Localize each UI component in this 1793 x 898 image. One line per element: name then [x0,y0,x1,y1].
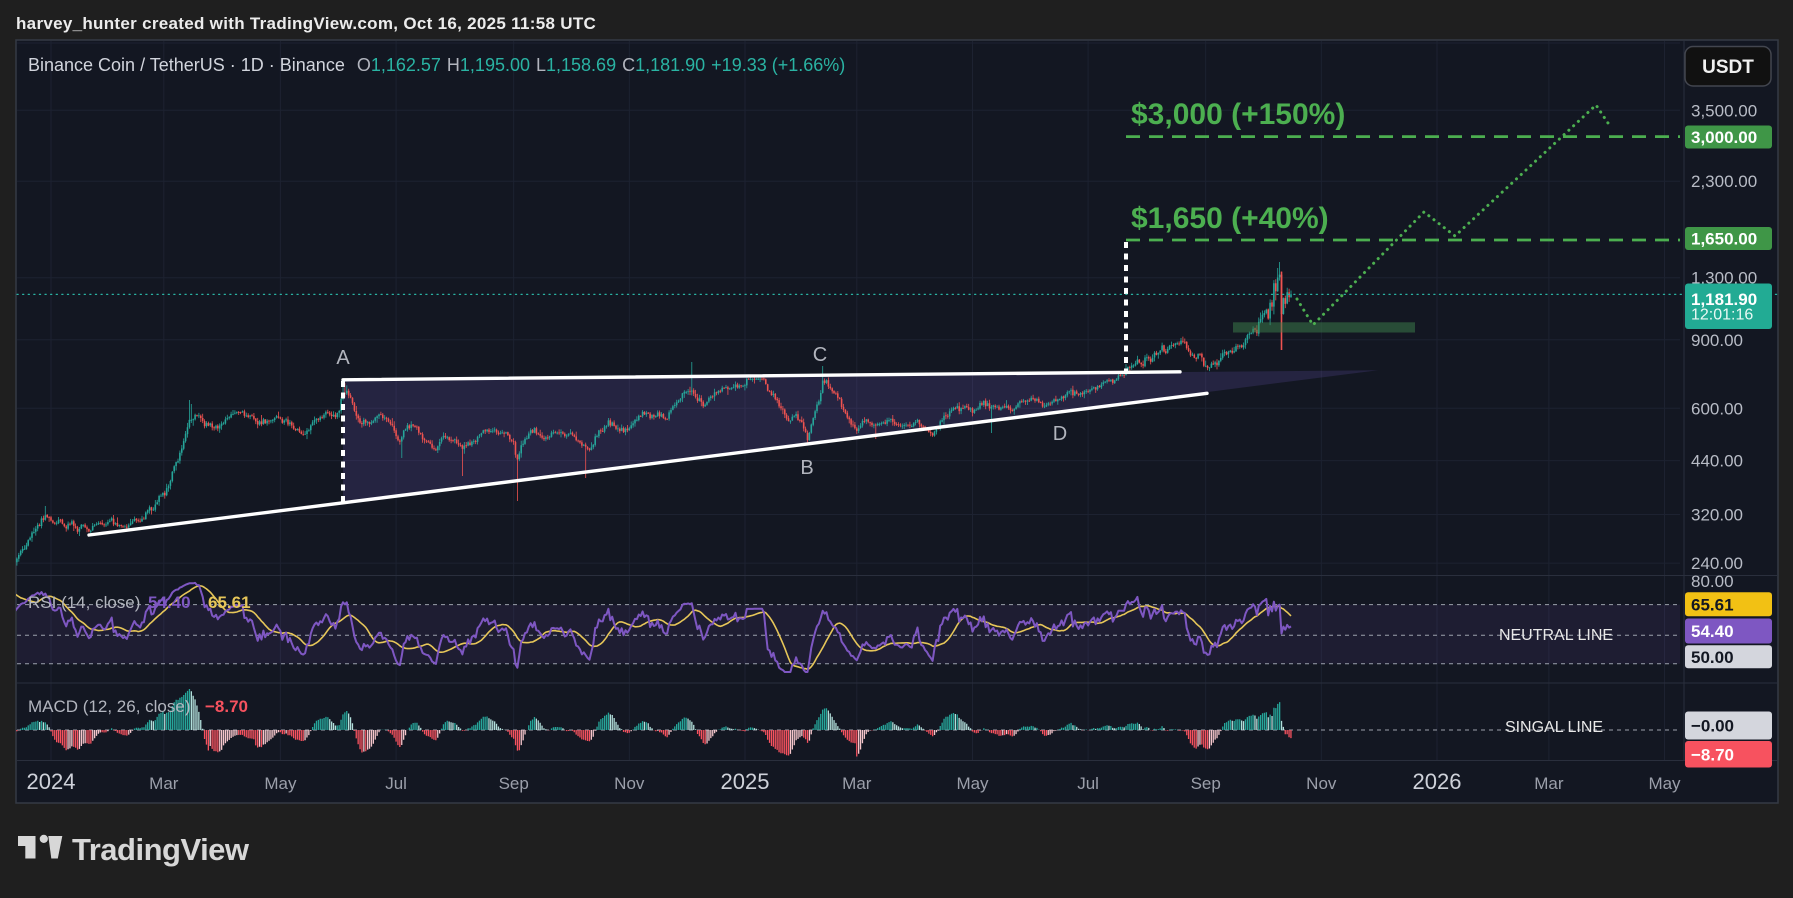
svg-text:MACD (12, 26, close): MACD (12, 26, close) [28,697,191,716]
svg-text:54.40: 54.40 [148,593,191,612]
svg-text:2025: 2025 [721,769,770,794]
svg-text:2026: 2026 [1413,769,1462,794]
svg-text:65.61: 65.61 [1691,595,1734,614]
svg-text:$3,000 (+150%): $3,000 (+150%) [1131,98,1345,131]
svg-text:A: A [336,347,350,369]
svg-text:May: May [1648,774,1681,793]
svg-text:320.00: 320.00 [1691,506,1743,525]
svg-text:80.00: 80.00 [1691,572,1734,591]
svg-text:D: D [1053,423,1067,445]
svg-text:2,300.00: 2,300.00 [1691,172,1757,191]
svg-text:−0.00: −0.00 [1691,717,1734,736]
svg-text:54.40: 54.40 [1691,622,1734,641]
svg-text:Sep: Sep [1191,774,1221,793]
svg-text:−8.70: −8.70 [205,697,248,716]
svg-text:2024: 2024 [27,769,76,794]
svg-text:Jul: Jul [385,774,407,793]
svg-text:900.00: 900.00 [1691,331,1743,350]
svg-text:NEUTRAL LINE: NEUTRAL LINE [1499,627,1613,644]
svg-text:240.00: 240.00 [1691,554,1743,573]
svg-text:3,000.00: 3,000.00 [1691,128,1757,147]
svg-text:B: B [800,457,813,479]
svg-text:USDT: USDT [1702,57,1754,78]
svg-text:RSI (14, close): RSI (14, close) [28,593,140,612]
svg-text:Mar: Mar [842,774,872,793]
svg-text:Mar: Mar [149,774,179,793]
svg-text:harvey_hunter created with Tra: harvey_hunter created with TradingView.c… [16,14,596,33]
svg-text:600.00: 600.00 [1691,399,1743,418]
svg-text:12:01:16: 12:01:16 [1691,307,1753,324]
svg-text:1,650.00: 1,650.00 [1691,230,1757,249]
svg-text:SINGAL LINE: SINGAL LINE [1505,719,1603,736]
svg-text:Binance Coin / TetherUS · 1D ·: Binance Coin / TetherUS · 1D · Binance O1… [28,55,845,75]
svg-text:TradingView: TradingView [72,832,250,867]
svg-text:C: C [813,344,827,366]
svg-text:50.00: 50.00 [1691,648,1734,667]
svg-text:Sep: Sep [499,774,529,793]
svg-text:May: May [264,774,297,793]
svg-text:$1,650 (+40%): $1,650 (+40%) [1131,202,1329,235]
svg-text:1,300.00: 1,300.00 [1691,269,1757,288]
svg-text:−8.70: −8.70 [1691,745,1734,764]
svg-text:1,181.90: 1,181.90 [1691,290,1757,309]
svg-text:Nov: Nov [614,774,645,793]
svg-text:May: May [956,774,989,793]
svg-text:440.00: 440.00 [1691,452,1743,471]
svg-text:Jul: Jul [1077,774,1099,793]
svg-text:3,500.00: 3,500.00 [1691,101,1757,120]
svg-text:Nov: Nov [1306,774,1337,793]
svg-text:65.61: 65.61 [208,593,251,612]
svg-text:Mar: Mar [1534,774,1564,793]
